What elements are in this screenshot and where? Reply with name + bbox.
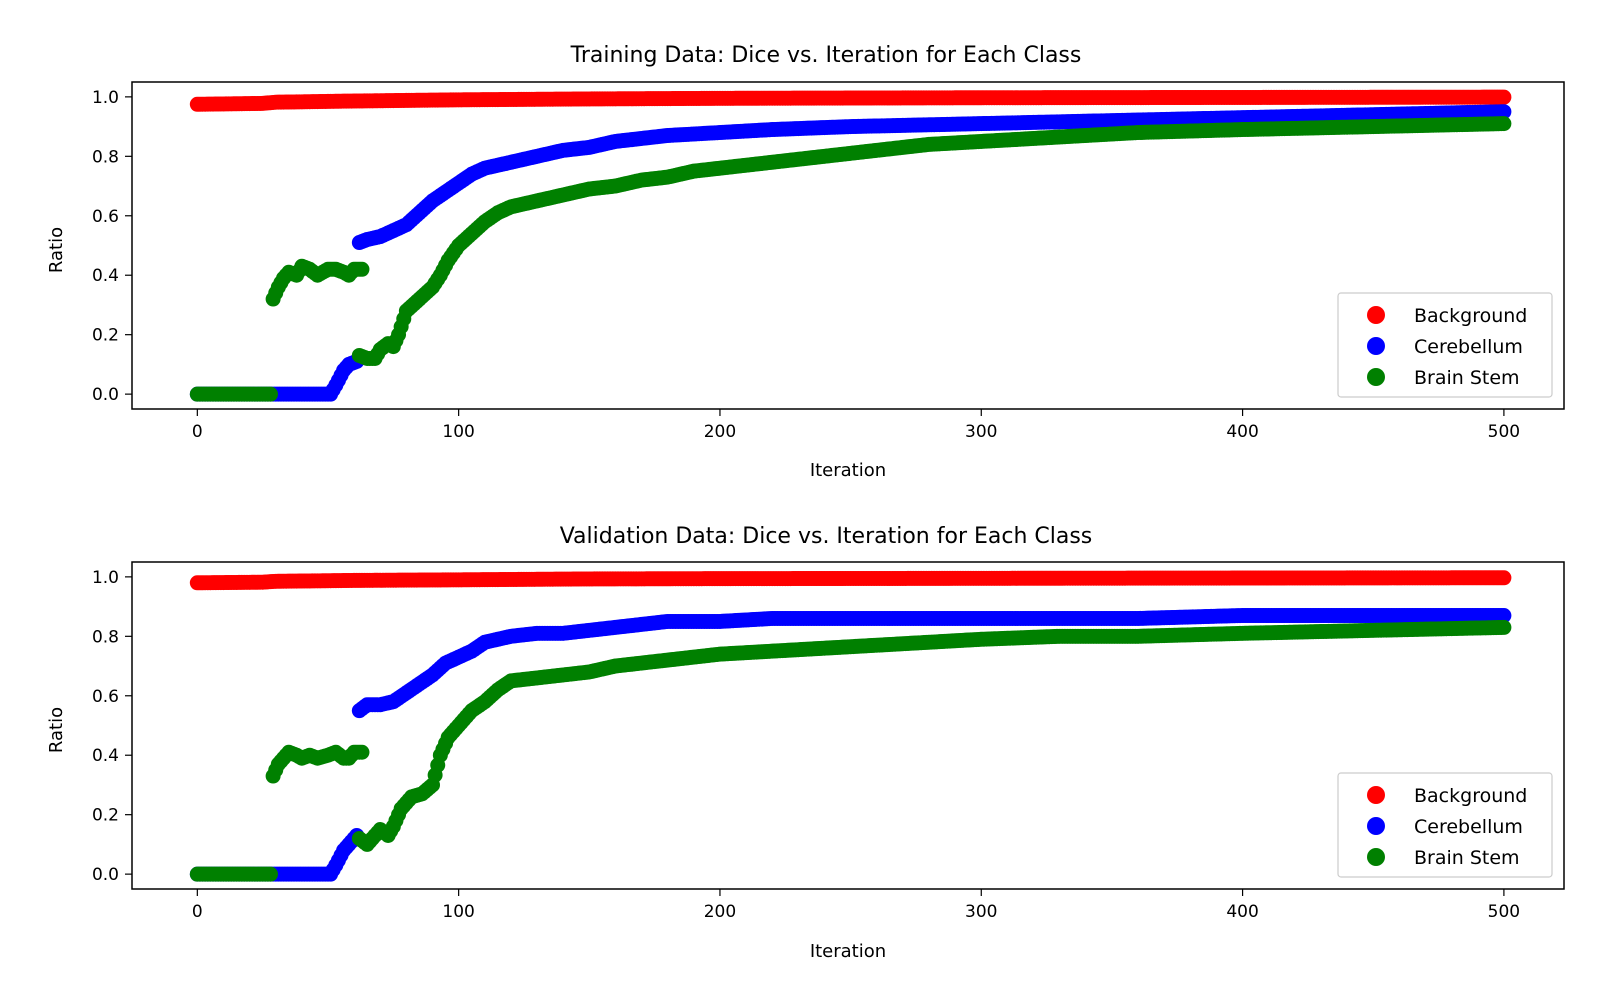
data-point	[1496, 570, 1512, 586]
y-axis-label: Ratio	[46, 227, 67, 273]
legend-box	[1337, 772, 1553, 878]
y-tick-label: 0.8	[92, 627, 119, 647]
legend-marker	[1367, 786, 1385, 804]
y-tick-label: 0.4	[92, 746, 119, 766]
legend-marker	[1367, 368, 1385, 386]
series-background	[189, 570, 1512, 591]
y-tick-label: 0.2	[92, 326, 119, 346]
x-tick-label: 0	[192, 902, 203, 922]
x-tick-label: 500	[1488, 422, 1520, 442]
x-axis-label: Iteration	[810, 941, 886, 962]
chart-title: Training Data: Dice vs. Iteration for Ea…	[570, 43, 1082, 68]
data-point	[263, 386, 278, 402]
legend-marker	[1367, 337, 1385, 355]
axes-frame	[131, 81, 1565, 410]
series-brain-stem	[189, 116, 1512, 402]
data-point	[263, 866, 278, 882]
data-point	[1496, 116, 1512, 132]
data-point	[354, 744, 370, 760]
y-tick-label: 0.0	[92, 385, 119, 405]
y-tick-label: 0.4	[92, 266, 119, 286]
x-tick-label: 200	[704, 422, 736, 442]
plot-area	[189, 89, 1512, 402]
x-tick-label: 500	[1488, 902, 1520, 922]
x-tick-label: 300	[965, 902, 997, 922]
axis-ticks: 0 100 200 300 400 500 0.0 0.2 0.4 0.6 0.8 1.0	[92, 568, 1520, 922]
y-tick-label: 0.6	[92, 207, 119, 227]
legend-label: Background	[1414, 305, 1527, 327]
x-tick-label: 100	[442, 422, 474, 442]
training-chart-panel: Training Data: Dice vs. Iteration for Ea…	[46, 43, 1565, 481]
legend-label: Brain Stem	[1414, 847, 1520, 869]
legend-marker	[1367, 848, 1385, 866]
validation-chart-panel: Validation Data: Dice vs. Iteration for …	[46, 524, 1565, 962]
data-point	[1496, 104, 1512, 120]
axes-frame	[131, 561, 1565, 890]
legend-marker	[1367, 306, 1385, 324]
chart-title: Validation Data: Dice vs. Iteration for …	[560, 524, 1093, 549]
legend-label: Cerebellum	[1414, 336, 1523, 358]
y-axis-label: Ratio	[46, 707, 67, 753]
series-background	[189, 89, 1512, 112]
x-tick-label: 400	[1226, 422, 1258, 442]
y-tick-label: 1.0	[92, 88, 119, 108]
axis-ticks: 0 100 200 300 400 500 0.0 0.2 0.4 0.6 0.8 1.0	[92, 88, 1520, 442]
series-cerebellum	[189, 104, 1512, 402]
y-tick-label: 0.6	[92, 687, 119, 707]
legend-label: Cerebellum	[1414, 816, 1523, 838]
x-tick-label: 0	[192, 422, 203, 442]
series-brain-stem	[189, 619, 1512, 882]
data-point	[1496, 608, 1512, 624]
data-point	[1496, 89, 1512, 105]
legend-label: Brain Stem	[1414, 367, 1520, 389]
data-point	[354, 261, 370, 277]
x-tick-label: 100	[442, 902, 474, 922]
legend-marker	[1367, 817, 1385, 835]
y-tick-label: 0.8	[92, 147, 119, 167]
legend: Background Cerebellum Brain Stem	[1337, 292, 1553, 398]
legend-label: Background	[1414, 785, 1527, 807]
plot-area	[189, 570, 1512, 882]
y-tick-label: 1.0	[92, 568, 119, 588]
y-tick-label: 0.0	[92, 865, 119, 885]
y-tick-label: 0.2	[92, 806, 119, 826]
x-axis-label: Iteration	[810, 460, 886, 481]
x-tick-label: 400	[1226, 902, 1258, 922]
data-point	[1496, 619, 1512, 635]
legend-box	[1337, 292, 1553, 398]
x-tick-label: 300	[965, 422, 997, 442]
x-tick-label: 200	[704, 902, 736, 922]
legend: Background Cerebellum Brain Stem	[1337, 772, 1553, 878]
